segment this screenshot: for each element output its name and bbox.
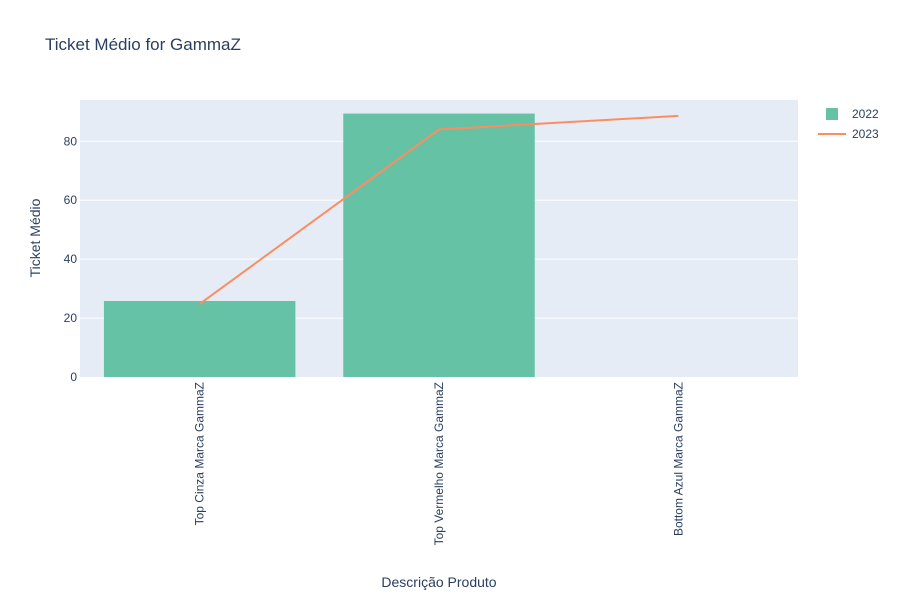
x-tick-label: Bottom Azul Marca GammaZ bbox=[671, 382, 685, 536]
y-axis-ticks: 0 20 40 60 80 bbox=[64, 134, 78, 384]
legend-item-2022[interactable]: 2022 bbox=[826, 107, 879, 121]
bar-series bbox=[103, 113, 535, 377]
y-axis-title: Ticket Médio bbox=[27, 198, 43, 277]
line-series bbox=[199, 114, 679, 305]
x-tick-label: Top Vermelho Marca GammaZ bbox=[432, 382, 446, 545]
legend-swatch bbox=[826, 108, 838, 120]
legend-item-2023[interactable]: 2023 bbox=[818, 127, 879, 141]
y-tick-label: 20 bbox=[64, 311, 78, 325]
y-tick-label: 40 bbox=[64, 252, 78, 266]
x-tick-label: Top Cinza Marca GammaZ bbox=[193, 382, 207, 525]
legend-label: 2022 bbox=[852, 107, 879, 121]
bar-2022-0[interactable] bbox=[103, 300, 296, 377]
legend-label: 2023 bbox=[852, 127, 879, 141]
x-axis-ticks: Top Cinza Marca GammaZ Top Vermelho Marca… bbox=[193, 382, 686, 545]
legend[interactable]: 2022 2023 bbox=[818, 107, 879, 141]
x-axis-title: Descrição Produto bbox=[381, 574, 496, 590]
line-2023[interactable] bbox=[199, 114, 679, 305]
y-tick-label: 60 bbox=[64, 193, 78, 207]
y-tick-label: 0 bbox=[70, 370, 77, 384]
y-tick-label: 80 bbox=[64, 134, 78, 148]
chart-title: Ticket Médio for GammaZ bbox=[45, 35, 241, 54]
bar-2022-1[interactable] bbox=[343, 113, 535, 377]
